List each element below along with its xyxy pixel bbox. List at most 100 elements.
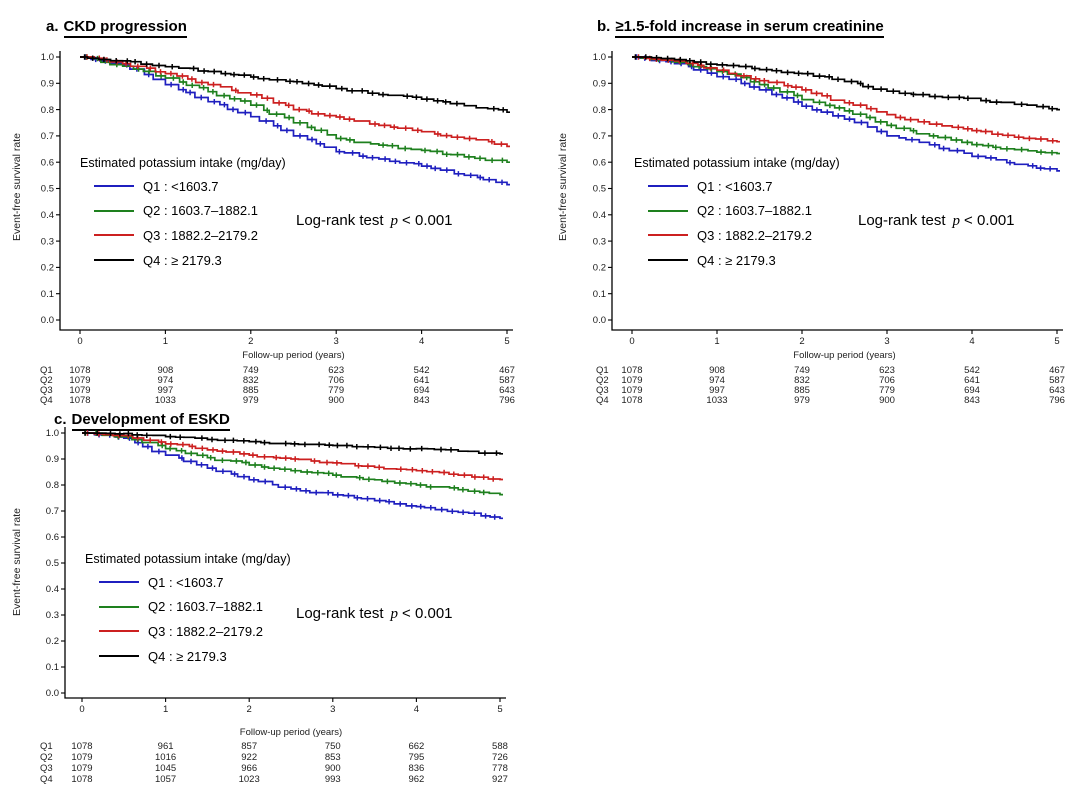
km-curve-Q3 xyxy=(82,432,503,481)
logrank-annotation: Log-rank test p < 0.001 xyxy=(296,605,453,623)
legend-item-Q1: Q1 : <1603.7 xyxy=(80,174,286,199)
x-tick-label: 4 xyxy=(419,336,424,347)
y-tick-label: 0.7 xyxy=(46,506,59,517)
x-tick-label: 4 xyxy=(414,704,419,715)
y-tick-label: 0.2 xyxy=(41,263,54,274)
y-tick-label: 0.9 xyxy=(593,79,606,90)
legend-title: Estimated potassium intake (mg/day) xyxy=(80,156,286,170)
axes xyxy=(64,427,506,699)
legend-label-Q1: Q1 : <1603.7 xyxy=(148,574,224,590)
legend-label-Q2: Q2 : 1603.7–1882.1 xyxy=(697,203,812,219)
censor-ticks-Q1 xyxy=(635,54,1051,172)
panel-title-text: ≥1.5-fold increase in serum creatinine xyxy=(615,18,884,38)
y-tick-label: 0.6 xyxy=(593,157,606,168)
legend-label-Q2: Q2 : 1603.7–1882.1 xyxy=(148,599,263,615)
legend-label-Q2: Q2 : 1603.7–1882.1 xyxy=(143,203,258,219)
legend-line-swatch-Q4 xyxy=(99,655,139,658)
logrank-value: < 0.001 xyxy=(402,212,453,229)
km-curve-Q2 xyxy=(82,432,503,496)
legend-item-Q3: Q3 : 1882.2–2179.2 xyxy=(85,619,291,644)
panel-title-text: CKD progression xyxy=(63,18,187,38)
y-tick-label: 0.6 xyxy=(41,157,54,168)
y-tick-label: 0.3 xyxy=(593,236,606,247)
y-tick-label: 0.5 xyxy=(593,184,606,195)
y-tick-label: 1.0 xyxy=(41,52,54,63)
axes xyxy=(59,51,513,331)
legend-item-Q1: Q1 : <1603.7 xyxy=(85,570,291,595)
panel-c-eskd: c. Development of ESKD Event-free surviva… xyxy=(0,398,546,807)
legend-items: Q1 : <1603.7 Q2 : 1603.7–1882.1 Q3 : 1882.… xyxy=(80,174,286,272)
y-tick-label: 0.4 xyxy=(593,210,606,221)
logrank-stat: p xyxy=(390,213,399,229)
legend-title: Estimated potassium intake (mg/day) xyxy=(634,156,840,170)
km-curve-Q4 xyxy=(80,56,510,114)
y-tick-label: 0.7 xyxy=(41,131,54,142)
legend-line-swatch-Q3 xyxy=(94,234,134,237)
x-axis-label: Follow-up period (years) xyxy=(793,350,896,361)
legend-label-Q3: Q3 : 1882.2–2179.2 xyxy=(143,227,258,243)
y-tick-label: 0.1 xyxy=(46,662,59,673)
legend-line-swatch-Q1 xyxy=(94,185,134,188)
x-axis-label: Follow-up period (years) xyxy=(239,727,343,738)
legend-line-swatch-Q3 xyxy=(648,234,688,237)
x-tick-label: 1 xyxy=(714,336,719,347)
legend-line-swatch-Q3 xyxy=(99,630,139,633)
legend: Estimated potassium intake (mg/day) Q1 :… xyxy=(80,156,286,272)
legend-label-Q4: Q4 : ≥ 2179.3 xyxy=(697,252,776,268)
legend-line-swatch-Q4 xyxy=(94,259,134,262)
x-axis-label: Follow-up period (years) xyxy=(242,350,345,361)
panel-title: c. Development of ESKD xyxy=(54,411,230,431)
legend-line-swatch-Q1 xyxy=(648,185,688,188)
y-tick-label: 0.8 xyxy=(46,480,59,491)
legend-line-swatch-Q1 xyxy=(99,581,139,584)
x-tick-label: 1 xyxy=(163,336,168,347)
y-tick-label: 0.7 xyxy=(593,131,606,142)
x-tick-label: 1 xyxy=(163,704,168,715)
y-tick-label: 1.0 xyxy=(593,52,606,63)
logrank-stat: p xyxy=(952,213,961,229)
x-tick-label: 2 xyxy=(247,704,252,715)
legend-item-Q2: Q2 : 1603.7–1882.1 xyxy=(80,199,286,224)
panel-title: b. ≥1.5-fold increase in serum creatinine xyxy=(597,18,884,38)
censor-ticks-Q4 xyxy=(84,430,498,456)
km-curve-Q4 xyxy=(632,56,1060,111)
x-tick-label: 2 xyxy=(248,336,253,347)
x-tick-label: 3 xyxy=(334,336,339,347)
y-tick-label: 0.1 xyxy=(41,289,54,300)
legend-label-Q3: Q3 : 1882.2–2179.2 xyxy=(697,227,812,243)
legend-item-Q4: Q4 : ≥ 2179.3 xyxy=(80,248,286,273)
legend-label-Q1: Q1 : <1603.7 xyxy=(697,178,773,194)
logrank-annotation: Log-rank test p < 0.001 xyxy=(296,212,453,230)
y-tick-label: 0.3 xyxy=(41,236,54,247)
logrank-prefix: Log-rank test xyxy=(296,605,384,622)
x-tick-label: 0 xyxy=(77,336,82,347)
legend-item-Q2: Q2 : 1603.7–1882.1 xyxy=(85,595,291,620)
legend-item-Q4: Q4 : ≥ 2179.3 xyxy=(634,248,840,273)
panel-title: a. CKD progression xyxy=(46,18,187,38)
legend: Estimated potassium intake (mg/day) Q1 :… xyxy=(634,156,840,272)
legend: Estimated potassium intake (mg/day) Q1 :… xyxy=(85,552,291,668)
panel-title-text: Development of ESKD xyxy=(71,411,230,431)
y-tick-label: 0.6 xyxy=(46,532,59,543)
km-curve-Q3 xyxy=(80,56,510,148)
legend-line-swatch-Q2 xyxy=(99,605,139,608)
x-tick-label: 3 xyxy=(330,704,335,715)
y-tick-label: 0.9 xyxy=(41,79,54,90)
km-plot-c: 1.0 0.9 0.8 0.7 0.6 0.5 0.4 0.3 0.2 0.1 0.0 0 1 2 3 4 5 xyxy=(46,427,506,715)
panel-b-serum-creatinine: b. ≥1.5-fold increase in serum creatinine… xyxy=(546,0,1084,407)
y-tick-label: 0.4 xyxy=(41,210,54,221)
km-curve-Q1 xyxy=(82,432,503,520)
legend-items: Q1 : <1603.7 Q2 : 1603.7–1882.1 Q3 : 1882.… xyxy=(85,570,291,668)
axes xyxy=(611,51,1063,331)
legend-line-swatch-Q4 xyxy=(648,259,688,262)
logrank-prefix: Log-rank test xyxy=(858,212,946,229)
y-tick-label: 0.2 xyxy=(593,263,606,274)
km-curve-Q4 xyxy=(82,432,503,455)
x-tick-label: 5 xyxy=(1054,336,1059,347)
x-tick-label: 3 xyxy=(884,336,889,347)
legend-items: Q1 : <1603.7 Q2 : 1603.7–1882.1 Q3 : 1882.… xyxy=(634,174,840,272)
censor-ticks-Q2 xyxy=(85,54,504,163)
legend-item-Q2: Q2 : 1603.7–1882.1 xyxy=(634,199,840,224)
logrank-value: < 0.001 xyxy=(964,212,1015,229)
y-tick-label: 0.0 xyxy=(41,315,54,326)
